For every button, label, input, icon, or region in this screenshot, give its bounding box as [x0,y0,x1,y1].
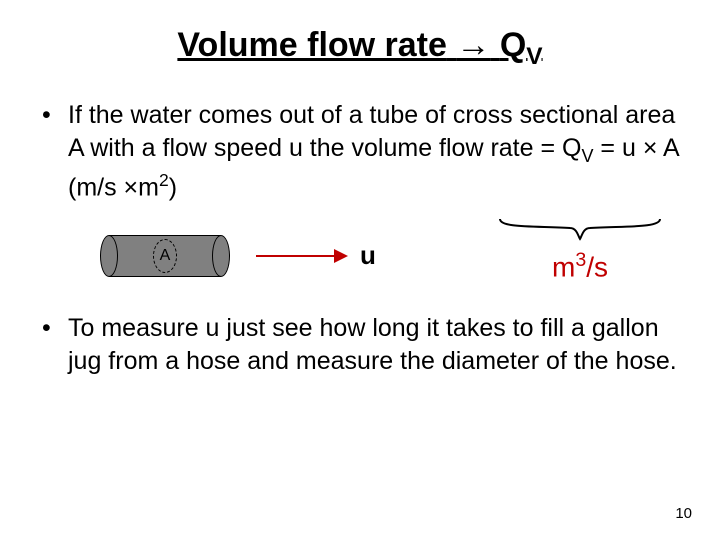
bullet-dot: • [40,312,68,378]
slide-title: Volume flow rate → QV [40,26,680,71]
cylinder-left-cap [100,235,118,277]
arrow-line [256,255,334,257]
title-arrow: → [456,26,490,64]
bullet-1: • If the water comes out of a tube of cr… [40,99,680,204]
title-text: Volume flow rate [177,26,447,64]
bullet-1-text: If the water comes out of a tube of cros… [68,99,680,204]
unit-suffix: /s [586,251,608,282]
unit-brace-group: m3/s [495,216,665,283]
bullet-dot: • [40,99,68,204]
u-label: u [360,240,376,271]
result-unit: m3/s [495,249,665,283]
unit-base: m [552,251,575,282]
unit-exp: 3 [575,249,586,271]
cylinder-right-cap [212,235,230,277]
area-label: A [160,247,171,265]
bullet-2: • To measure u just see how long it take… [40,312,680,378]
bullet-1-close: ) [169,173,177,201]
page-number: 10 [675,505,692,522]
flow-arrow-icon [256,246,346,266]
arrow-head [334,249,348,263]
title-symbol: Q [500,26,526,64]
brace-icon [495,216,665,242]
title-subscript: V [526,43,542,70]
bullet-1-exp: 2 [159,170,169,190]
bullet-1-qv-sub: V [581,146,593,166]
diagram-row: A u m3/s [100,226,680,286]
slide: Volume flow rate → QV • If the water com… [0,0,720,540]
bullet-2-text: To measure u just see how long it takes … [68,312,680,378]
cylinder-icon: A [100,235,230,277]
